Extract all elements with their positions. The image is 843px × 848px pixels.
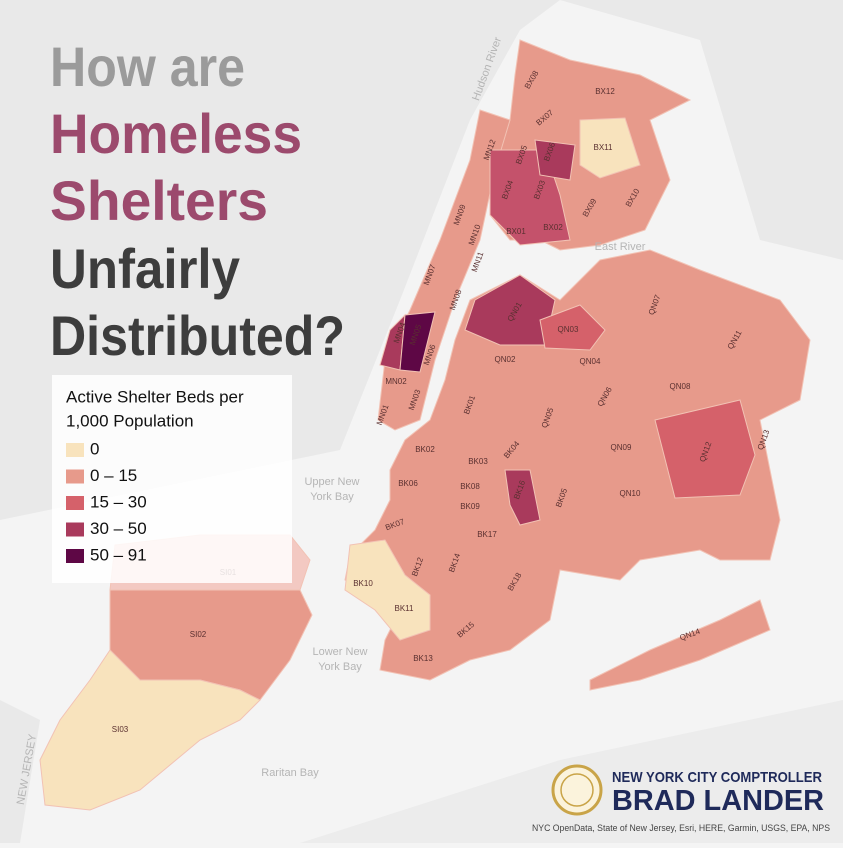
legend-swatch <box>66 443 84 457</box>
title-line: Shelters <box>50 169 268 232</box>
district-label: BK02 <box>415 445 435 454</box>
branding-line: NEW YORK CITY COMPTROLLER <box>612 769 822 786</box>
legend-swatch <box>66 549 84 563</box>
district-label: BX11 <box>594 143 614 152</box>
water-label: York Bay <box>310 491 354 503</box>
legend-swatch <box>66 496 84 510</box>
legend-label: 0 <box>90 439 99 458</box>
bx06 <box>534 139 576 181</box>
district-label: BK03 <box>468 457 488 466</box>
qn03 <box>539 304 606 351</box>
district-label: BX02 <box>543 223 563 232</box>
branding-name: BRAD LANDER <box>612 785 824 817</box>
district-label: QN09 <box>611 443 632 452</box>
district-label: BK13 <box>413 654 433 663</box>
seal <box>551 764 603 816</box>
legend-panel <box>52 375 292 583</box>
title-line: How are <box>50 35 245 98</box>
rockaway <box>589 599 771 691</box>
land-nj-south <box>0 700 40 843</box>
queens-brooklyn <box>344 249 811 681</box>
legend-swatch <box>66 469 84 484</box>
bx11 <box>579 117 641 179</box>
water-label: East River <box>595 241 646 253</box>
mn05 <box>399 311 436 373</box>
title-line: Homeless <box>50 102 302 165</box>
legend-title: Active Shelter Beds per <box>66 387 244 406</box>
district-label: SI03 <box>112 725 129 734</box>
bk10-bk11 <box>344 539 431 641</box>
district-label: QN04 <box>580 357 601 366</box>
water-label: York Bay <box>318 661 362 673</box>
legend-title: 1,000 Population <box>66 411 194 430</box>
attribution: NYC OpenData, State of New Jersey, Esri,… <box>532 823 830 833</box>
qn12 <box>654 399 756 499</box>
district-label: SI02 <box>190 630 207 639</box>
district-label: BK09 <box>460 502 480 511</box>
legend-label: 0 – 15 <box>90 466 137 485</box>
title-line: Unfairly <box>50 237 240 300</box>
water-label: Raritan Bay <box>261 767 319 779</box>
district-label: BK10 <box>353 579 373 588</box>
district-label: BK17 <box>477 530 497 539</box>
district-label: QN03 <box>558 325 579 334</box>
seal-inner <box>560 773 594 807</box>
district-label: MN02 <box>385 377 407 386</box>
legend-items: 0 0 – 15 15 – 30 30 – 50 50 – 91 <box>66 439 147 564</box>
district-label: BK08 <box>460 482 480 491</box>
legend-label: 50 – 91 <box>90 545 147 564</box>
legend-label: 15 – 30 <box>90 492 147 511</box>
district-label: BX01 <box>506 227 526 236</box>
district-label: BK06 <box>398 479 418 488</box>
bk16 <box>504 469 541 526</box>
district-label: QN08 <box>670 382 691 391</box>
legend-label: 30 – 50 <box>90 519 147 538</box>
district-label: QN10 <box>620 489 641 498</box>
si03 <box>39 649 261 811</box>
title-line: Distributed? <box>50 304 345 367</box>
water-label: Lower New <box>312 646 367 658</box>
water-label: Upper New <box>304 476 359 488</box>
legend-swatch <box>66 522 84 537</box>
district-label: BK11 <box>395 604 415 613</box>
district-label: QN02 <box>495 355 516 364</box>
district-label: BX12 <box>595 87 615 96</box>
